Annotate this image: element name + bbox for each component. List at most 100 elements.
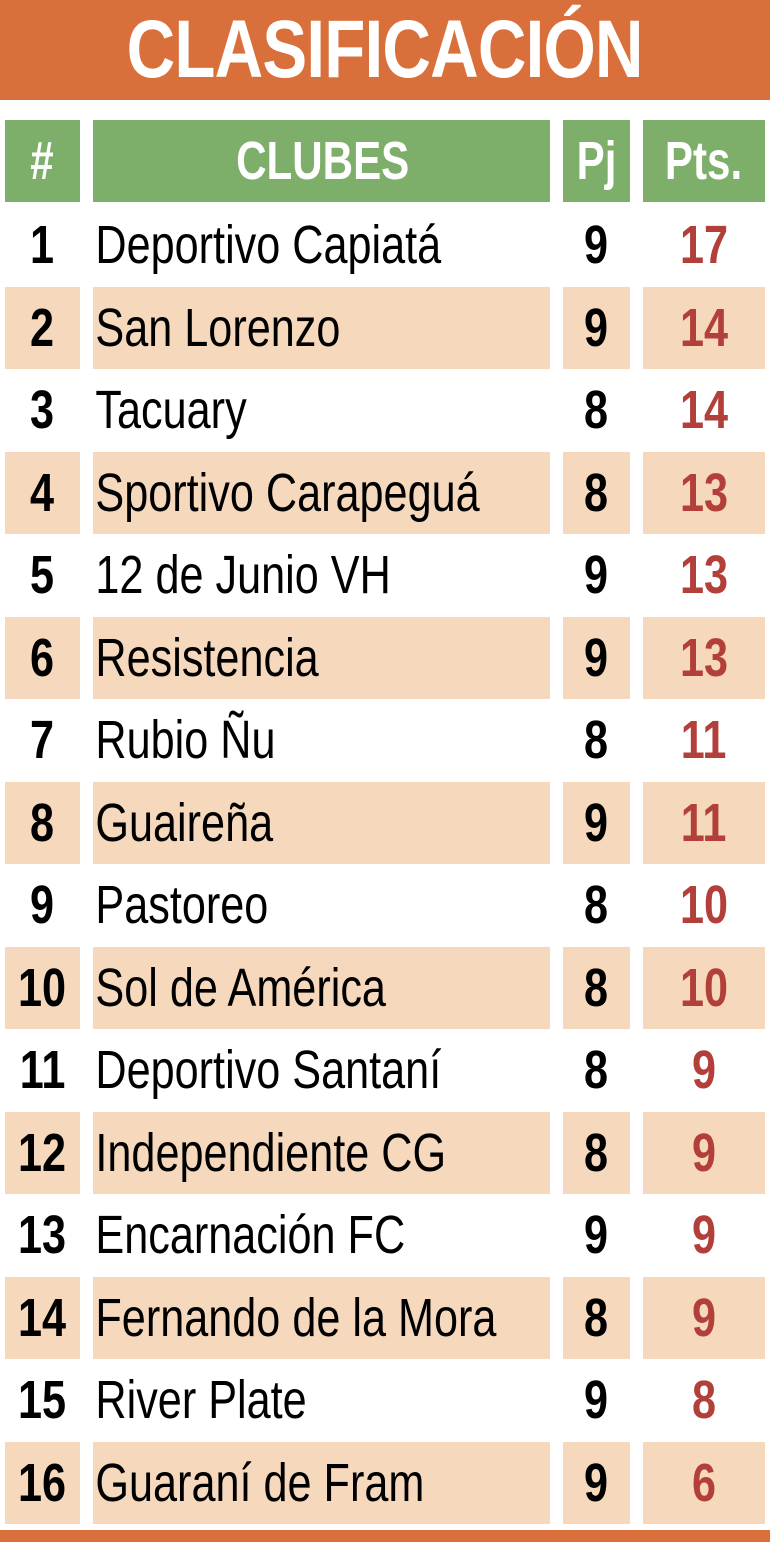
club-cell: Deportivo Santaní (93, 1029, 550, 1111)
points-cell-text: 8 (691, 1370, 717, 1430)
table-row: 7 Rubio Ñu 8 11 (0, 699, 770, 781)
points-cell: 8 (643, 1359, 765, 1441)
played-cell-text: 8 (584, 1287, 609, 1348)
rank-cell: 3 (5, 369, 80, 451)
rank-cell: 16 (5, 1441, 80, 1524)
points-cell-text: 13 (679, 627, 729, 688)
rank-cell-text: 15 (18, 1370, 67, 1430)
rank-cell-text: 9 (30, 875, 55, 935)
table-row: 15 River Plate 9 8 (0, 1359, 770, 1441)
points-cell-text: 10 (679, 957, 729, 1018)
played-cell: 8 (563, 1029, 630, 1111)
table-row: 12 Independiente CG 8 9 (0, 1111, 770, 1194)
played-cell-text: 8 (584, 957, 609, 1018)
points-cell-text: 9 (691, 1287, 717, 1348)
points-cell-text: 13 (679, 545, 729, 605)
table-row: 6 Resistencia 9 13 (0, 616, 770, 699)
played-cell: 9 (563, 286, 630, 369)
played-cell: 8 (563, 864, 630, 946)
rank-cell-text: 13 (18, 1205, 67, 1265)
rank-cell-text: 8 (30, 792, 55, 853)
played-cell: 8 (563, 699, 630, 781)
points-cell-text: 11 (681, 710, 727, 770)
points-cell: 13 (643, 451, 765, 534)
played-cell: 9 (563, 616, 630, 699)
rank-cell-text: 2 (30, 297, 55, 358)
played-cell-text: 8 (584, 1122, 609, 1183)
header-rank: # (5, 120, 80, 202)
rank-cell: 6 (5, 616, 80, 699)
played-cell-text: 8 (584, 462, 609, 523)
rank-cell-text: 7 (30, 710, 55, 770)
points-cell: 11 (643, 699, 765, 781)
points-cell: 9 (643, 1276, 765, 1359)
points-cell: 13 (643, 616, 765, 699)
points-cell: 9 (643, 1194, 765, 1276)
title-banner: CLASIFICACIÓN (0, 0, 770, 100)
played-cell: 9 (563, 204, 630, 286)
played-cell-text: 9 (584, 1452, 609, 1513)
rank-cell: 8 (5, 781, 80, 864)
points-cell: 17 (643, 204, 765, 286)
points-cell-text: 9 (691, 1122, 717, 1183)
table-row: 10 Sol de América 8 10 (0, 946, 770, 1029)
points-cell: 14 (643, 286, 765, 369)
points-cell-text: 11 (681, 792, 727, 853)
rank-cell: 13 (5, 1194, 80, 1276)
played-cell-text: 9 (584, 545, 609, 605)
club-cell: San Lorenzo (93, 286, 550, 369)
played-cell: 9 (563, 1194, 630, 1276)
points-cell-text: 14 (679, 297, 729, 358)
rank-cell-text: 14 (18, 1287, 67, 1348)
rank-cell: 9 (5, 864, 80, 946)
points-cell: 10 (643, 864, 765, 946)
played-cell: 9 (563, 534, 630, 616)
played-cell: 8 (563, 946, 630, 1029)
played-cell: 8 (563, 369, 630, 451)
page-title: CLASIFICACIÓN (126, 4, 644, 95)
club-cell-text: Pastoreo (95, 875, 269, 935)
rank-cell-text: 5 (30, 545, 55, 605)
points-cell: 6 (643, 1441, 765, 1524)
rank-cell-text: 12 (18, 1122, 67, 1183)
table-row: 16 Guaraní de Fram 9 6 (0, 1441, 770, 1524)
club-cell-text: Tacuary (95, 380, 247, 440)
rank-cell: 10 (5, 946, 80, 1029)
table-row: 8 Guaireña 9 11 (0, 781, 770, 864)
played-cell: 8 (563, 1111, 630, 1194)
rank-cell: 4 (5, 451, 80, 534)
points-cell-text: 13 (679, 462, 729, 523)
played-cell-text: 9 (584, 215, 609, 275)
club-cell: Deportivo Capiatá (93, 204, 550, 286)
played-cell: 9 (563, 1441, 630, 1524)
points-cell-text: 14 (679, 380, 729, 440)
club-cell: Pastoreo (93, 864, 550, 946)
club-cell: Independiente CG (93, 1111, 550, 1194)
club-cell: Encarnación FC (93, 1194, 550, 1276)
header-points: Pts. (643, 120, 765, 202)
table-header: # CLUBES Pj Pts. (0, 120, 770, 202)
club-cell-text: Resistencia (95, 627, 319, 688)
club-cell-text: 12 de Junio VH (95, 545, 391, 605)
rank-cell: 7 (5, 699, 80, 781)
points-cell-text: 9 (691, 1040, 717, 1100)
header-club: CLUBES (93, 120, 550, 202)
club-cell: Rubio Ñu (93, 699, 550, 781)
rank-cell: 5 (5, 534, 80, 616)
points-cell: 9 (643, 1111, 765, 1194)
table-row: 4 Sportivo Carapeguá 8 13 (0, 451, 770, 534)
club-cell: River Plate (93, 1359, 550, 1441)
club-cell: Sportivo Carapeguá (93, 451, 550, 534)
club-cell-text: Deportivo Santaní (95, 1040, 442, 1100)
played-cell: 8 (563, 1276, 630, 1359)
played-cell: 8 (563, 451, 630, 534)
rank-cell: 11 (5, 1029, 80, 1111)
club-cell: Guaireña (93, 781, 550, 864)
rank-cell: 12 (5, 1111, 80, 1194)
points-cell: 14 (643, 369, 765, 451)
club-cell: Fernando de la Mora (93, 1276, 550, 1359)
played-cell-text: 8 (584, 1040, 609, 1100)
club-cell-text: Rubio Ñu (95, 710, 276, 770)
club-cell-text: Guaraní de Fram (95, 1452, 425, 1513)
points-cell-text: 10 (679, 875, 729, 935)
